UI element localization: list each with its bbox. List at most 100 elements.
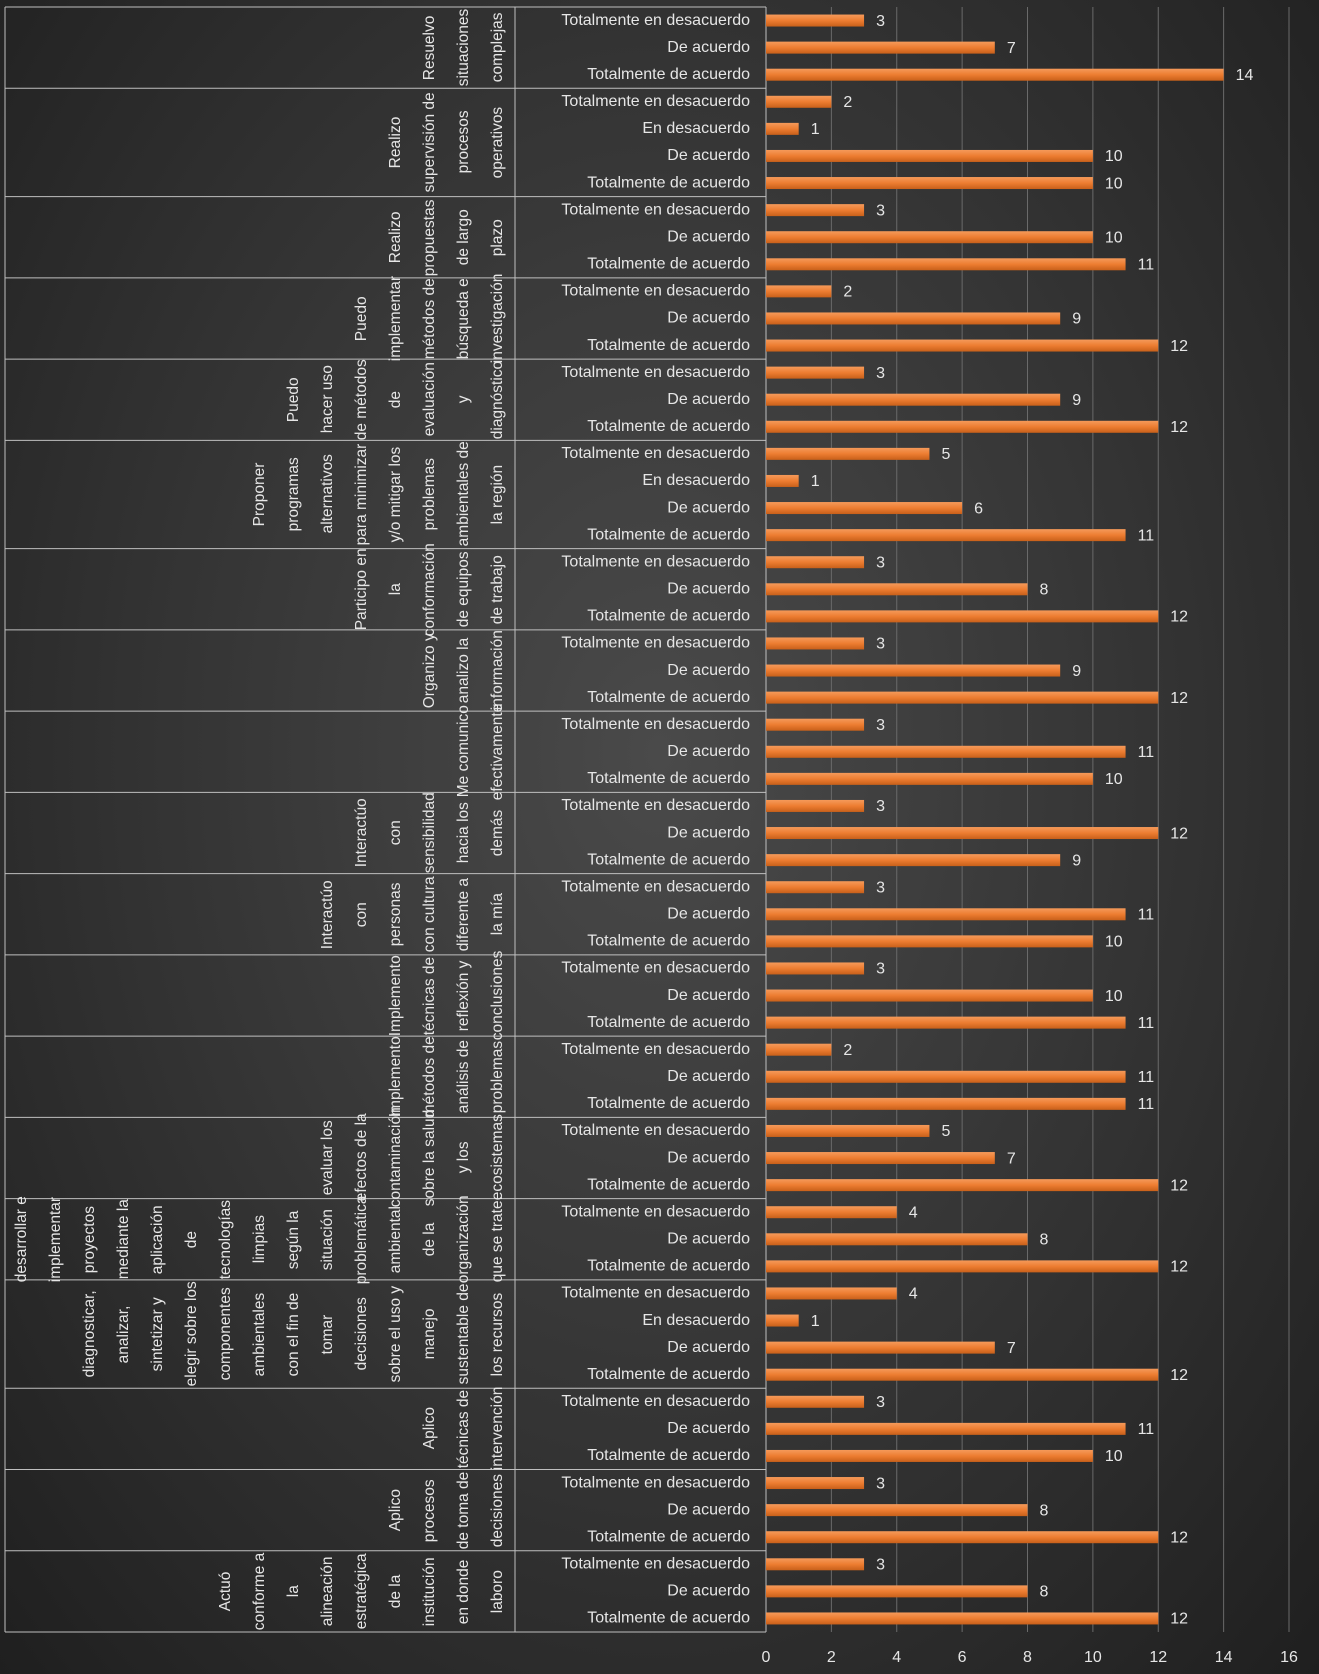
category-label: Totalmente de acuerdo xyxy=(587,1014,750,1031)
category-label: De acuerdo xyxy=(667,906,750,923)
group-label: Diseñar, desarrollar e implementar proye… xyxy=(13,1194,506,1284)
group-label: Actuó conforme a la alineación estratégi… xyxy=(217,1552,506,1631)
bar xyxy=(766,745,1126,758)
category-label: Totalmente en desacuerdo xyxy=(561,1285,750,1302)
category-label: Totalmente en desacuerdo xyxy=(561,553,750,570)
category-label: De acuerdo xyxy=(667,1501,750,1518)
bar xyxy=(766,1179,1159,1192)
x-tick-label: 0 xyxy=(762,1649,771,1666)
category-label: Totalmente en desacuerdo xyxy=(561,1041,750,1058)
category-label: Totalmente en desacuerdo xyxy=(561,12,750,29)
category-label: De acuerdo xyxy=(667,310,750,327)
bar xyxy=(766,1260,1159,1273)
bar xyxy=(766,1287,897,1300)
bar xyxy=(766,827,1159,840)
category-label: Totalmente de acuerdo xyxy=(587,526,750,543)
bar xyxy=(766,1558,865,1571)
category-label: Totalmente de acuerdo xyxy=(587,1176,750,1193)
category-label: De acuerdo xyxy=(667,1339,750,1356)
bar xyxy=(766,1585,1028,1598)
category-label: Totalmente en desacuerdo xyxy=(561,445,750,462)
value-label: 10 xyxy=(1105,175,1123,192)
category-label: Totalmente en desacuerdo xyxy=(561,716,750,733)
bar xyxy=(766,1152,995,1165)
value-label: 12 xyxy=(1170,1611,1188,1628)
bar xyxy=(766,393,1061,406)
bar xyxy=(766,881,865,894)
category-label: Totalmente de acuerdo xyxy=(587,337,750,354)
bar xyxy=(766,664,1061,677)
value-label: 11 xyxy=(1138,1015,1155,1032)
bar xyxy=(766,1206,897,1219)
value-label: 10 xyxy=(1105,988,1123,1005)
x-tick-label: 14 xyxy=(1215,1649,1233,1666)
value-label: 8 xyxy=(1040,1232,1049,1249)
bar xyxy=(766,610,1159,623)
bar xyxy=(766,1124,930,1137)
bar xyxy=(766,583,1028,596)
group-label: Implemento técnicas de reflexión y concl… xyxy=(387,950,506,1041)
bar xyxy=(766,772,1093,785)
group-label: Puedo implementar métodos de búsqueda e … xyxy=(353,273,506,364)
group-label: Implemento métodos de análisis de proble… xyxy=(387,1036,506,1118)
value-label: 10 xyxy=(1105,1448,1123,1465)
value-label: 3 xyxy=(876,961,885,978)
category-label: De acuerdo xyxy=(667,147,750,164)
value-label: 12 xyxy=(1170,419,1188,436)
bar xyxy=(766,366,865,379)
category-label: Totalmente de acuerdo xyxy=(587,66,750,83)
value-label: 11 xyxy=(1138,527,1155,544)
value-label: 11 xyxy=(1138,1096,1155,1113)
bar xyxy=(766,1233,1028,1246)
bar xyxy=(766,474,799,487)
category-label: De acuerdo xyxy=(667,1231,750,1248)
category-label: Totalmente de acuerdo xyxy=(587,174,750,191)
group-label: Aplico técnicas de intervención xyxy=(421,1387,506,1471)
category-label: Totalmente en desacuerdo xyxy=(561,201,750,218)
value-label: 2 xyxy=(843,1042,852,1059)
bar xyxy=(766,1395,865,1408)
value-label: 11 xyxy=(1138,1421,1155,1438)
category-label: Totalmente en desacuerdo xyxy=(561,1556,750,1573)
bar xyxy=(766,1449,1093,1462)
bar xyxy=(766,502,963,515)
category-label: De acuerdo xyxy=(667,824,750,841)
value-label: 3 xyxy=(876,636,885,653)
value-label: 9 xyxy=(1072,663,1081,680)
bar xyxy=(766,1016,1126,1029)
value-label: 3 xyxy=(876,202,885,219)
bar xyxy=(766,799,865,812)
value-label: 7 xyxy=(1007,40,1016,57)
category-label: Totalmente en desacuerdo xyxy=(561,93,750,110)
bar xyxy=(766,1097,1126,1110)
value-label: 5 xyxy=(941,446,950,463)
value-label: 4 xyxy=(909,1204,918,1221)
category-label: En desacuerdo xyxy=(642,472,750,489)
bar xyxy=(766,231,1093,244)
bar xyxy=(766,204,865,217)
category-label: Totalmente de acuerdo xyxy=(587,1095,750,1112)
value-label: 12 xyxy=(1170,1529,1188,1546)
category-label: Totalmente en desacuerdo xyxy=(561,797,750,814)
bar xyxy=(766,285,832,298)
value-label: 9 xyxy=(1072,392,1081,409)
value-label: 11 xyxy=(1138,744,1155,761)
value-label: 2 xyxy=(843,94,852,111)
category-label: Totalmente de acuerdo xyxy=(587,1447,750,1464)
group-label: Aplico procesos de toma de decisiones xyxy=(387,1471,506,1549)
bar xyxy=(766,1341,995,1354)
value-label: 10 xyxy=(1105,934,1123,951)
category-label: En desacuerdo xyxy=(642,120,750,137)
bar xyxy=(766,312,1061,325)
category-label: De acuerdo xyxy=(667,1420,750,1437)
category-label: Totalmente de acuerdo xyxy=(587,1610,750,1627)
value-label: 3 xyxy=(876,798,885,815)
category-label: Totalmente en desacuerdo xyxy=(561,635,750,652)
value-label: 1 xyxy=(811,473,820,490)
category-label: Totalmente de acuerdo xyxy=(587,933,750,950)
bar xyxy=(766,529,1126,542)
category-label: De acuerdo xyxy=(667,1068,750,1085)
category-label: De acuerdo xyxy=(667,581,750,598)
category-label: Totalmente en desacuerdo xyxy=(561,283,750,300)
